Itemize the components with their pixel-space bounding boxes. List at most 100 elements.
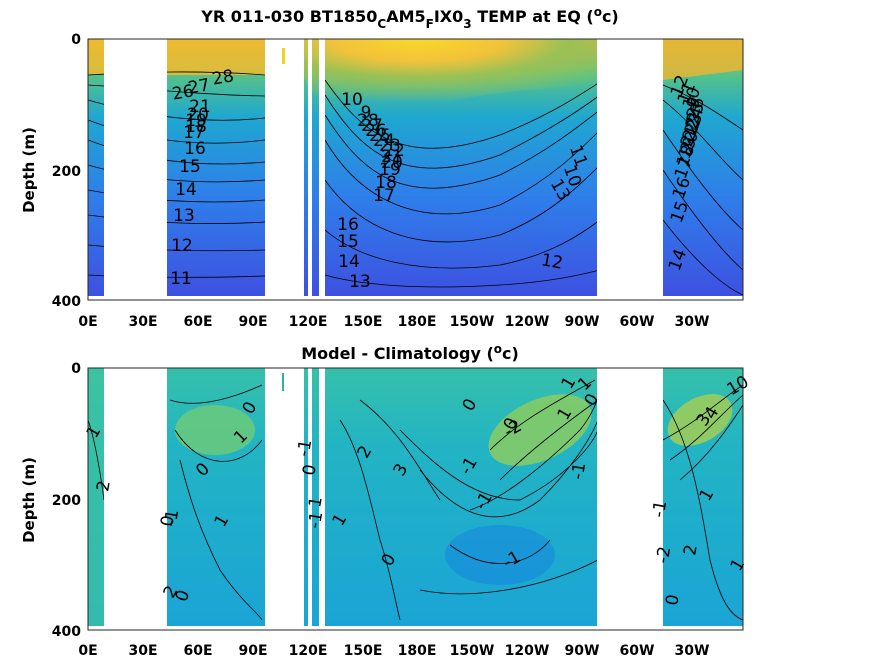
- chart-1-contour-label-10: 14: [175, 180, 197, 200]
- chart-2-contour-label-1: 2: [93, 479, 115, 493]
- chart-1-gap-islands: [308, 39, 312, 300]
- chart-1-xtick-11: 30W: [675, 314, 710, 330]
- chart-2-contour-label-35: -1: [649, 499, 672, 519]
- chart-2-xtick-4: 120E: [289, 643, 328, 656]
- chart-2-cool-ep: [445, 525, 555, 585]
- chart-2-gap-indonesia: [265, 368, 304, 630]
- chart-1-title: YR 011-030 BT1850CAM5FIX03 TEMP at EQ (o…: [200, 5, 618, 31]
- chart-2-contour-label-36: -2: [653, 545, 676, 565]
- chart-1-xtick-2: 60E: [183, 314, 212, 330]
- chart-1-contour-label-1: 27: [187, 75, 212, 98]
- chart-1-field: [88, 39, 743, 300]
- chart-2-title: Model - Climatology (oc): [301, 342, 519, 363]
- chart-2-contour-label-22: -1: [568, 461, 591, 481]
- chart-1-warm-atl: [663, 39, 743, 80]
- chart-2-warm-io: [175, 405, 255, 455]
- chart-2-xtick-5: 150E: [344, 643, 383, 656]
- chart-2-gap-america: [597, 368, 663, 630]
- chart-2-xtick-0: 0E: [78, 643, 97, 656]
- chart-1-gap-png: [319, 39, 325, 300]
- chart-1-xtick-10: 60W: [620, 314, 655, 330]
- chart-1-ylabel: Depth (m): [20, 127, 38, 213]
- chart-1-contour-label-23: 21: [381, 147, 403, 167]
- chart-2-xtick-3: 90E: [238, 643, 267, 656]
- chart-1-xtick-6: 180E: [398, 314, 437, 330]
- chart-1-contour-label-18: 26: [365, 121, 387, 141]
- chart-1-contour-label-12: 12: [171, 236, 193, 256]
- chart-1-contour-label-31: 13: [349, 272, 371, 292]
- chart-2-gap-png: [319, 368, 325, 630]
- chart-1-contour-label-27: 17: [373, 186, 395, 206]
- chart-2-contour-label-9: -1: [294, 438, 317, 458]
- chart-1-contour-label-17: 27: [361, 116, 383, 136]
- chart-1-contour-label-16: 28: [357, 111, 379, 131]
- chart-1-warmpool: [270, 39, 600, 125]
- chart-2-ylabel: Depth (m): [20, 457, 38, 543]
- chart-1-contour-label-30: 14: [338, 252, 360, 272]
- chart-1-contour-label-14: 10: [341, 90, 363, 110]
- chart-2-west-strip: [88, 368, 108, 630]
- chart-2-field: [88, 368, 743, 630]
- chart-1-xtick-1: 30E: [128, 314, 157, 330]
- chart-2-warm-atl: [667, 394, 733, 446]
- chart-2-xtick-1: 30E: [128, 643, 157, 656]
- chart-1-contour-label-0: 28: [211, 66, 236, 89]
- chart-2-contour-label-10: 0: [299, 463, 321, 477]
- chart-2-ytick-200: 200: [52, 493, 81, 509]
- chart-1-xticks: 0E 30E 60E 90E 120E 150E 180E 150W 120W 90W 60W 30W: [78, 314, 709, 330]
- chart-2-contour-label-31: 2: [680, 543, 702, 557]
- chart-1-contour-label-7: 17: [183, 123, 205, 143]
- chart-1-contour-label-3: 21: [189, 97, 211, 117]
- chart-1-axes-box: [87, 38, 744, 301]
- chart-1: YR 011-030 BT1850CAM5FIX03 TEMP at EQ (o…: [20, 5, 744, 330]
- chart-1-contour-label-2: 26: [171, 81, 196, 104]
- chart-2-xtick-9: 90W: [565, 643, 600, 656]
- chart-1-xtick-3: 90E: [238, 314, 267, 330]
- chart-1-gap-indonesia: [265, 39, 304, 300]
- chart-2-contour-label-5: -1: [161, 508, 184, 528]
- chart-1-contour-label-5: 19: [185, 111, 207, 131]
- chart-1-contour-label-13: 11: [170, 269, 192, 289]
- chart-1-bottom-mask: [88, 296, 743, 300]
- chart-2-xtick-10: 60W: [620, 643, 655, 656]
- chart-2: Model - Climatology (oc): [20, 342, 752, 656]
- chart-2-xtick-11: 30W: [675, 643, 710, 656]
- chart-1-contour-label-20: 24: [373, 131, 395, 151]
- chart-2-gap-islands: [308, 368, 312, 630]
- chart-2-xtick-7: 150W: [450, 643, 495, 656]
- chart-1-xtick-5: 150E: [344, 314, 383, 330]
- chart-1-contour-label-21: 23: [379, 136, 401, 156]
- chart-1-contour-label-22: 22: [383, 141, 405, 161]
- chart-1-xtick-9: 90W: [565, 314, 600, 330]
- chart-1-contour-label-25: 19: [379, 160, 401, 180]
- chart-2-gap-africa: [104, 368, 167, 630]
- chart-1-contour-label-6: 18: [185, 117, 207, 137]
- chart-2-xtick-6: 180E: [398, 643, 437, 656]
- chart-1-xtick-8: 120W: [505, 314, 550, 330]
- chart-1-contour-label-29: 15: [337, 232, 359, 252]
- chart-2-contours: [88, 379, 743, 621]
- chart-1-xtick-7: 150W: [450, 314, 495, 330]
- chart-1-contour-label-19: 25: [369, 126, 391, 146]
- chart-2-contour-label-11: 1: [305, 495, 327, 509]
- chart-2-ytick-0: 0: [71, 361, 81, 377]
- chart-1-contour-label-8: 16: [184, 139, 206, 159]
- chart-1-xtick-0: 0E: [78, 314, 97, 330]
- chart-1-contour-label-9: 15: [179, 157, 201, 177]
- chart-1-contour-label-15: 9: [361, 103, 372, 123]
- chart-1-ytick-200: 200: [52, 164, 81, 180]
- chart-1-contour-label-32: 12: [540, 250, 565, 273]
- chart-2-contour-label-28: 0: [157, 514, 179, 528]
- chart-1-contour-label-4: 20: [187, 105, 209, 125]
- chart-1-sliver: [282, 48, 285, 64]
- chart-1-gap-america: [597, 39, 663, 300]
- chart-1-xtick-4: 120E: [289, 314, 328, 330]
- chart-2-contour-label-12: -1: [305, 510, 328, 530]
- chart-2-xtick-8: 120W: [505, 643, 550, 656]
- chart-2-ytick-400: 400: [52, 624, 81, 640]
- chart-1-contour-label-24: 20: [381, 153, 403, 173]
- chart-1-gap-africa: [104, 39, 167, 300]
- chart-1-contour-label-28: 16: [337, 215, 359, 235]
- chart-2-contour-label-29: 0: [662, 593, 684, 607]
